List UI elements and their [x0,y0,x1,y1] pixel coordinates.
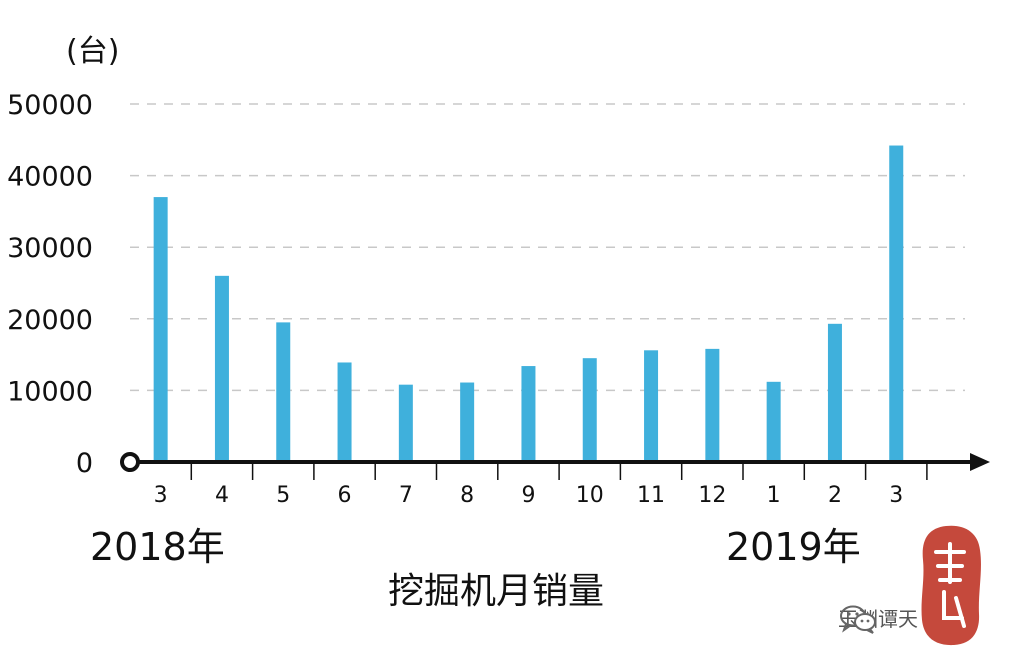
bar [276,322,291,462]
x-axis-arrow [970,453,990,471]
bar [705,348,720,462]
bar [644,350,659,462]
chart-title: 挖掘机月销量 [388,571,605,612]
x-tick-label: 5 [276,483,290,508]
x-axis [120,452,990,472]
year-label-2019: 2019年 [726,525,861,569]
bar [766,381,781,462]
y-axis-unit-label: (台) [66,34,120,69]
x-tick-label: 1 [767,483,781,508]
y-tick-label: 30000 [7,233,93,264]
year-label-2018: 2018年 [90,525,225,569]
x-tick-label: 4 [215,483,229,508]
bar [521,366,536,462]
y-tick-label: 0 [76,448,93,479]
bar [827,323,842,462]
x-tick-label: 7 [399,483,413,508]
x-tick-label: 12 [698,483,726,508]
watermark: 玉渊谭天 [838,603,918,634]
y-tick-label: 10000 [7,376,93,407]
bar [398,384,413,462]
x-tick-label: 6 [338,483,352,508]
y-tick-label: 50000 [7,90,93,121]
bars [153,145,904,462]
axis-origin-marker [120,452,140,472]
gridlines [130,103,965,392]
bar [337,362,352,462]
bar [460,382,475,462]
watermark-text: 玉渊谭天 [838,607,918,631]
red-seal-stamp [921,525,981,646]
bar [153,197,168,462]
bar [582,358,597,462]
x-tick-label: 3 [154,483,168,508]
x-tick-label: 9 [521,483,535,508]
x-tick-label: 2 [828,483,842,508]
bar [214,275,229,462]
bar [889,145,904,462]
x-tick-label: 10 [576,483,604,508]
wechat-icon [840,605,876,634]
x-tick-label: 8 [460,483,474,508]
y-axis-ticks: 0 10000 20000 30000 40000 50000 [7,90,93,479]
y-tick-label: 40000 [7,162,93,193]
x-tick-label: 11 [637,483,665,508]
x-axis-ticks: 3 4 5 6 7 8 9 10 11 12 1 2 3 [154,462,928,508]
y-tick-label: 20000 [7,305,93,336]
x-tick-label: 3 [889,483,903,508]
